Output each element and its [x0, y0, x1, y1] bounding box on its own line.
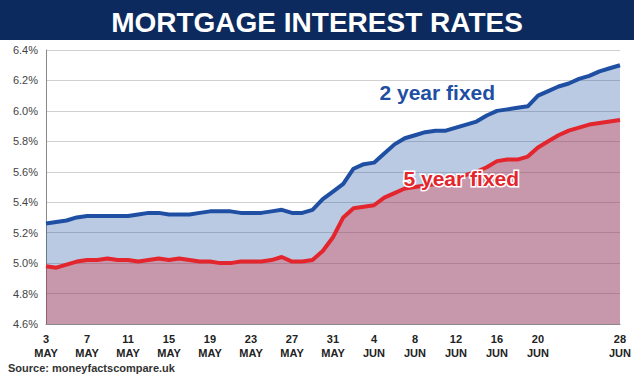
svg-text:16: 16: [491, 333, 503, 345]
svg-text:27: 27: [286, 333, 298, 345]
svg-text:12: 12: [450, 333, 462, 345]
svg-text:5.6%: 5.6%: [13, 166, 38, 178]
svg-text:4: 4: [371, 333, 378, 345]
svg-text:7: 7: [84, 333, 90, 345]
svg-text:JUN: JUN: [404, 347, 426, 359]
svg-text:5.8%: 5.8%: [13, 135, 38, 147]
svg-text:31: 31: [327, 333, 339, 345]
svg-text:4.8%: 4.8%: [13, 288, 38, 300]
svg-text:JUN: JUN: [445, 347, 467, 359]
svg-text:28: 28: [614, 333, 626, 345]
svg-text:3: 3: [43, 333, 49, 345]
svg-text:5 year fixed: 5 year fixed: [404, 167, 520, 190]
svg-text:2 year fixed: 2 year fixed: [380, 81, 496, 104]
svg-text:MAY: MAY: [239, 347, 263, 359]
svg-text:MAY: MAY: [321, 347, 345, 359]
svg-text:5.4%: 5.4%: [13, 196, 38, 208]
svg-text:5.0%: 5.0%: [13, 257, 38, 269]
svg-text:19: 19: [204, 333, 216, 345]
svg-text:JUN: JUN: [527, 347, 549, 359]
svg-text:MAY: MAY: [280, 347, 304, 359]
svg-text:JUN: JUN: [486, 347, 508, 359]
svg-text:20: 20: [532, 333, 544, 345]
svg-text:6.0%: 6.0%: [13, 105, 38, 117]
svg-text:6.4%: 6.4%: [13, 44, 38, 56]
svg-text:MAY: MAY: [34, 347, 58, 359]
svg-text:MAY: MAY: [116, 347, 140, 359]
svg-text:4.6%: 4.6%: [13, 318, 38, 330]
svg-text:MAY: MAY: [157, 347, 181, 359]
svg-text:JUN: JUN: [609, 347, 631, 359]
svg-text:8: 8: [412, 333, 418, 345]
svg-text:6.2%: 6.2%: [13, 74, 38, 86]
svg-text:5.2%: 5.2%: [13, 227, 38, 239]
svg-text:JUN: JUN: [363, 347, 385, 359]
svg-text:MAY: MAY: [75, 347, 99, 359]
svg-text:MAY: MAY: [198, 347, 222, 359]
svg-text:Source: moneyfactscompare.uk: Source: moneyfactscompare.uk: [8, 362, 176, 374]
svg-text:11: 11: [122, 333, 134, 345]
svg-text:15: 15: [163, 333, 175, 345]
svg-text:23: 23: [245, 333, 257, 345]
svg-text:MORTGAGE INTEREST RATES: MORTGAGE INTEREST RATES: [111, 7, 523, 38]
